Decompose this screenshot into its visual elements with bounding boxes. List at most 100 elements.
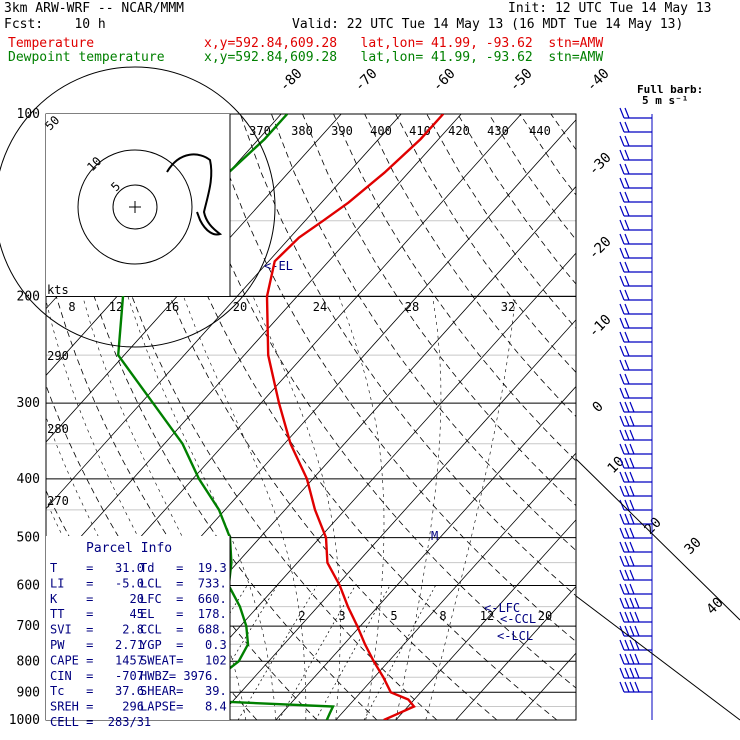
parcel-level-annotation: <-LFC: [484, 601, 520, 615]
dry-adiabat: [208, 114, 576, 643]
wind-barb: [619, 387, 652, 399]
wind-barb-flag: [624, 457, 630, 469]
wind-barb-flag: [634, 625, 640, 637]
wind-barb-flag: [624, 387, 630, 399]
mixing-ratio-label: 12: [480, 609, 494, 623]
wind-barb-flag: [624, 569, 630, 581]
wind-barb-flag: [624, 555, 630, 567]
mixing-ratio-label: 5: [390, 609, 397, 623]
wind-speed-label: 28: [405, 300, 419, 314]
dry-adiabat: [239, 114, 576, 597]
pressure-label: 800: [17, 654, 40, 669]
parcel-index-value: SREH = 296: [50, 700, 144, 714]
parcel-level-annotation: <-EL: [264, 259, 293, 273]
wind-barb-flag: [624, 499, 630, 511]
wind-barb-flag: [619, 191, 625, 203]
dry-adiabat: [115, 114, 498, 720]
wind-barb: [619, 191, 652, 203]
pressure-label: 1000: [9, 713, 40, 728]
isotherm-label: 40: [704, 595, 727, 618]
wind-barb-flag: [629, 471, 635, 483]
wind-barb-flag: [619, 331, 625, 343]
wind-barb: [619, 569, 652, 581]
wind-barb: [619, 205, 652, 217]
dry-adiabat: [550, 114, 576, 151]
wind-barb-flag: [619, 275, 625, 287]
isotherm: [215, 319, 576, 720]
isotherm-label: -20: [586, 234, 615, 263]
wind-barb: [619, 303, 652, 315]
wind-barb-flag: [624, 121, 630, 133]
wind-barb-flag: [619, 499, 625, 511]
wind-barb-flag: [624, 611, 630, 623]
border-diagonal: [575, 458, 740, 621]
wind-barb-flag: [619, 401, 625, 413]
wind-barb-flag: [619, 359, 625, 371]
wind-speed-label: 24: [313, 300, 327, 314]
parcel-index-value: TT = 45: [50, 607, 144, 621]
wind-barb-flag: [619, 639, 625, 651]
dry-adiabat: [395, 114, 576, 373]
wind-barb-flag: [624, 219, 630, 231]
wind-barb-flag: [624, 653, 630, 665]
parcel-index-value: CAPE = 1457: [50, 653, 144, 667]
wind-barb-flag: [624, 233, 630, 245]
wind-barb-flag: [624, 303, 630, 315]
temperature-profile: [265, 114, 445, 720]
plot-frame: [45, 113, 577, 721]
isotherm: [455, 585, 576, 720]
isotherm-label: -60: [430, 66, 459, 95]
wind-barb-flag: [619, 611, 625, 623]
mixing-ratio-line: [237, 585, 318, 720]
moist-adiabat: [252, 296, 341, 720]
wind-barb-flag: [624, 485, 630, 497]
parcel-index-value: LCL = 733.: [140, 576, 227, 590]
mixing-ratio-line: [315, 585, 391, 720]
wind-barb: [619, 541, 652, 553]
wind-barb-flag: [619, 429, 625, 441]
parcel-index-value: EL = 178.: [140, 607, 227, 621]
model-title: 3km ARW-WRF -- NCAR/MMM: [4, 1, 185, 16]
wind-barb-flag: [624, 639, 630, 651]
dry-adiabat: [53, 114, 378, 720]
dry-adiabat: [426, 114, 576, 329]
isotherm: [395, 519, 576, 720]
wind-barb: [619, 429, 652, 441]
pressure-label: 900: [17, 685, 40, 700]
wind-barb-flag: [624, 373, 630, 385]
wind-barb-flag: [624, 289, 630, 301]
wind-barb-flag: [624, 149, 630, 161]
wind-barb-flag: [629, 569, 635, 581]
wind-barb-flag: [629, 541, 635, 553]
wind-barb: [619, 275, 652, 287]
moist-adiabat: [425, 296, 516, 720]
wind-barb-flag: [629, 653, 635, 665]
wind-barb-flag: [619, 681, 625, 693]
wind-barb-flag: [629, 597, 635, 609]
mixing-ratio-label: 2: [298, 609, 305, 623]
parcel-index-value: CCL = 688.: [140, 623, 227, 637]
wind-speed-label: 8: [68, 300, 75, 314]
parcel-index-value: SVI = 2.8: [50, 623, 144, 637]
wind-barb: [619, 667, 652, 679]
wind-barb-flag: [619, 247, 625, 259]
wind-barb-flag: [634, 681, 640, 693]
parcel-index-value: YGP = 0.3: [140, 638, 227, 652]
wind-barb-flag: [619, 387, 625, 399]
valid-time: Valid: 22 UTC Tue 14 May 13 (16 MDT Tue …: [292, 17, 684, 32]
wind-barb-flag: [624, 275, 630, 287]
wind-barb-flag: [619, 219, 625, 231]
parcel-level-annotation: <-LCL: [497, 629, 533, 643]
hodograph-ring: [77, 149, 193, 265]
wind-barb-flag: [624, 597, 630, 609]
wind-barb-flag: [629, 583, 635, 595]
hodograph-ring: [112, 184, 158, 230]
mixing-ratio-label: 3: [338, 609, 345, 623]
wind-barb-flag: [619, 667, 625, 679]
isotherm-label: -70: [352, 66, 381, 95]
parcel-index-value: Td = 19.3: [140, 561, 227, 575]
moist-adiabat: [46, 299, 217, 720]
wind-barb-flag: [624, 527, 630, 539]
wind-barb-flag: [634, 653, 640, 665]
pressure-label: 500: [17, 531, 40, 546]
